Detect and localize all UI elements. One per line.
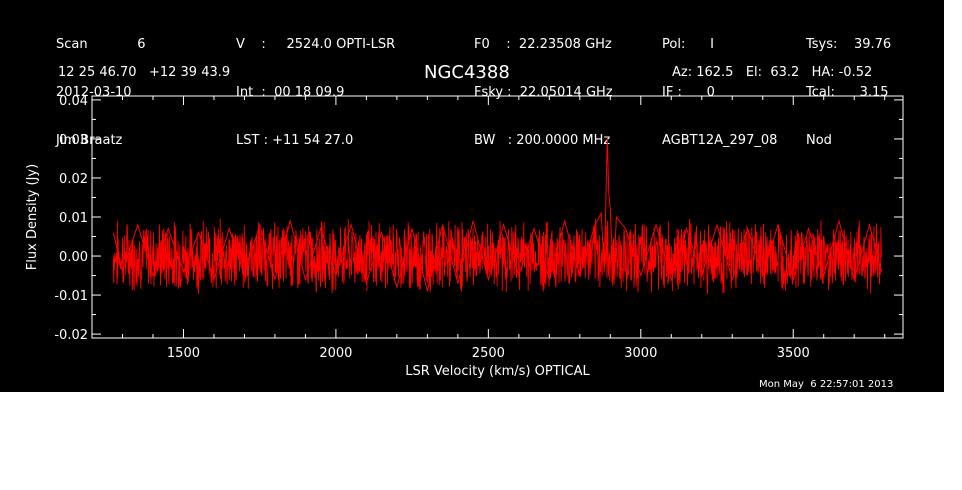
header-project: AGBT12A_297_08: [662, 133, 778, 148]
source-name: NGC4388: [424, 62, 510, 83]
source-coordinates: 12 25 46.70 +12 39 43.9: [58, 65, 231, 80]
header-lst: LST : +11 54 27.0: [236, 133, 354, 148]
y-tick-label: 0.02: [59, 172, 88, 187]
header-bandwidth: BW : 200.0000 MHz: [474, 133, 611, 148]
header-velocity: V : 2524.0 OPTI-LSR: [236, 37, 396, 52]
y-tick-label: -0.02: [54, 328, 88, 343]
header-observer: Jim Braatz: [56, 133, 123, 148]
x-tick-label: 1500: [167, 346, 200, 361]
header-scan: Scan 6: [56, 37, 146, 52]
spectrum-trace: [112, 138, 883, 292]
x-tick-label: 3000: [624, 346, 657, 361]
x-tick-label: 3500: [777, 346, 810, 361]
header-mode: Nod: [806, 133, 832, 148]
y-tick-label: 0.03: [59, 133, 88, 148]
spectrum-panel: Scan 6 2012-03-10 Jim Braatz V : 2524.0 …: [0, 0, 944, 392]
y-tick-label: 0.00: [59, 250, 88, 265]
header-f0: F0 : 22.23508 GHz: [474, 37, 612, 52]
header-pol: Pol: I: [662, 37, 714, 52]
azimuth-elevation: Az: 162.5 El: 63.2 HA: -0.52: [672, 65, 873, 80]
spectrum-chart: 1500 2000 2500 3000 3500 -0.02 -0.01 0.00 0.01 0.…: [25, 94, 904, 379]
plot-frame: [91, 95, 904, 339]
y-axis-label: Flux Density (Jy): [25, 164, 40, 270]
plot-timestamp: Mon May 6 22:57:01 2013: [759, 379, 894, 390]
header-pol-info: Pol: I IF : 0 AGBT12A_297_08: [662, 5, 777, 181]
header-if: IF : 0: [662, 85, 715, 100]
x-axis-label: LSR Velocity (km/s) OPTICAL: [405, 364, 590, 379]
x-tick-label: 2500: [472, 346, 505, 361]
y-tick-label: -0.01: [54, 289, 88, 304]
header-scan-info: Scan 6 2012-03-10 Jim Braatz: [56, 5, 145, 181]
x-tick-label: 2000: [319, 346, 352, 361]
y-tick-label: 0.04: [59, 94, 88, 109]
y-tick-label: 0.01: [59, 211, 88, 226]
header-tsys: Tsys: 39.76: [806, 37, 892, 52]
